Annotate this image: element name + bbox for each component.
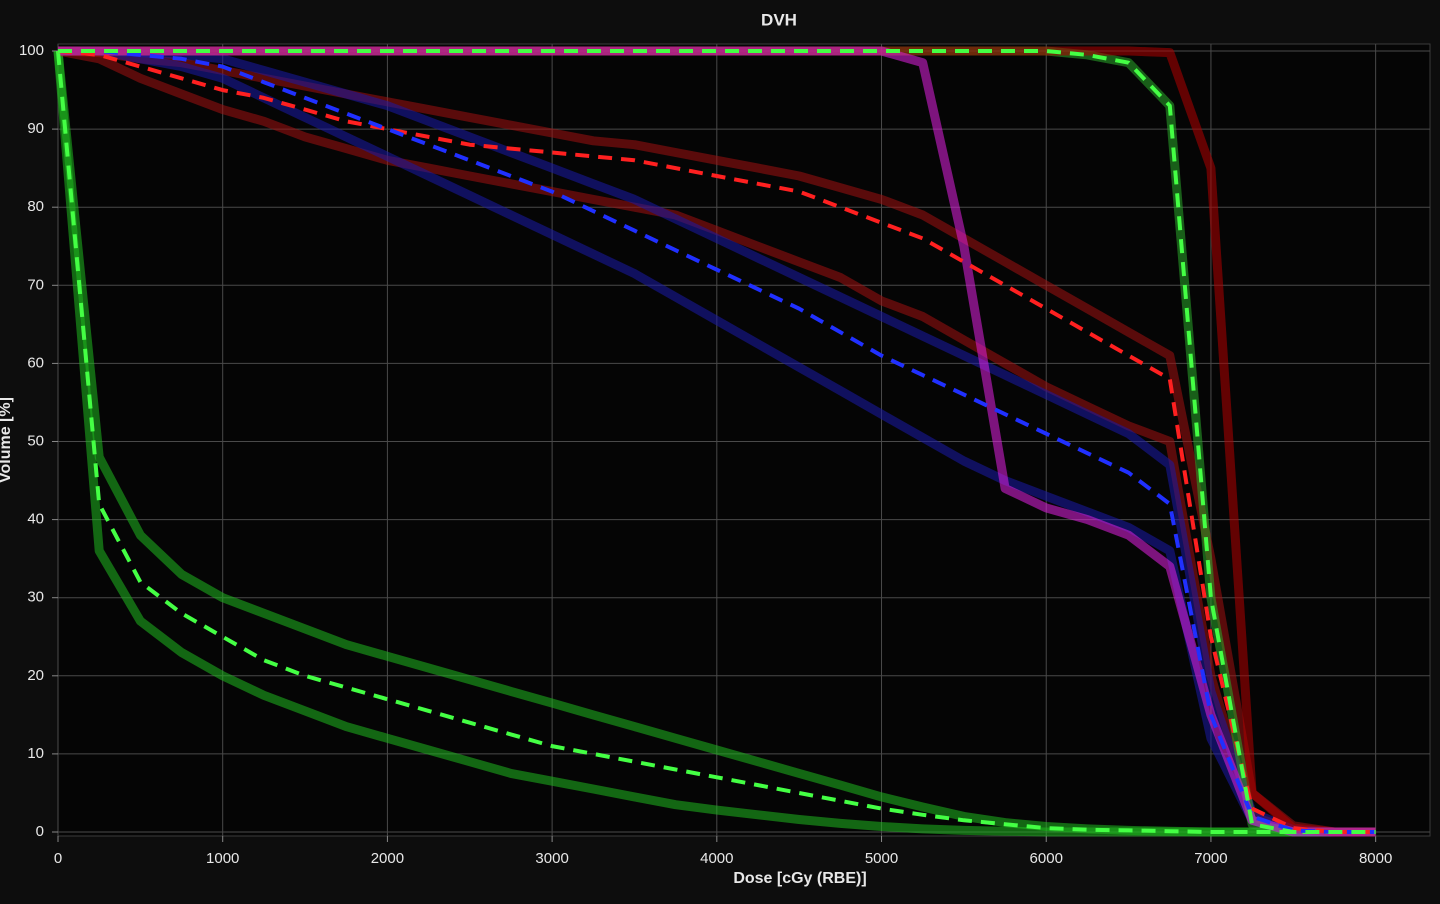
x-tick-label: 3000: [535, 850, 568, 867]
y-tick-label: 50: [27, 432, 44, 449]
x-tick-label: 0: [54, 850, 62, 867]
x-tick-label: 7000: [1194, 850, 1227, 867]
dvh-line: [57, 46, 1376, 837]
y-tick-label: 10: [27, 745, 44, 762]
y-tick-label: 80: [27, 198, 44, 215]
y-tick-label: 100: [19, 42, 44, 59]
y-tick-label: 90: [27, 120, 44, 137]
mean-dvh-line: [58, 49, 1376, 834]
dvh-line: [58, 46, 1376, 837]
x-tick-label: 8000: [1359, 850, 1392, 867]
y-tick-label: 30: [27, 589, 44, 606]
x-tick-label: 1000: [206, 850, 239, 867]
x-axis-label: Dose [cGy (RBE)]: [733, 870, 866, 887]
x-tick-label: 4000: [700, 850, 733, 867]
dvh-line: [58, 46, 1376, 837]
x-tick-label: 5000: [865, 850, 898, 867]
mean-dvh-line: [57, 49, 1376, 834]
dvh-line: [57, 46, 1376, 837]
y-axis-label: Volume [%]: [0, 397, 14, 483]
y-tick-label: 40: [27, 511, 44, 528]
y-tick-label: 70: [27, 276, 44, 293]
dvh-line: [53, 50, 1376, 837]
x-tick-label: 6000: [1030, 850, 1063, 867]
mean-dvh-line: [58, 49, 1376, 834]
y-tick-label: 20: [27, 667, 44, 684]
mean-dvh-line: [56, 50, 1376, 834]
y-tick-label: 60: [27, 354, 44, 371]
x-tick-label: 2000: [371, 850, 404, 867]
chart-title: DVH: [761, 10, 797, 29]
y-tick-label: 0: [36, 823, 44, 840]
